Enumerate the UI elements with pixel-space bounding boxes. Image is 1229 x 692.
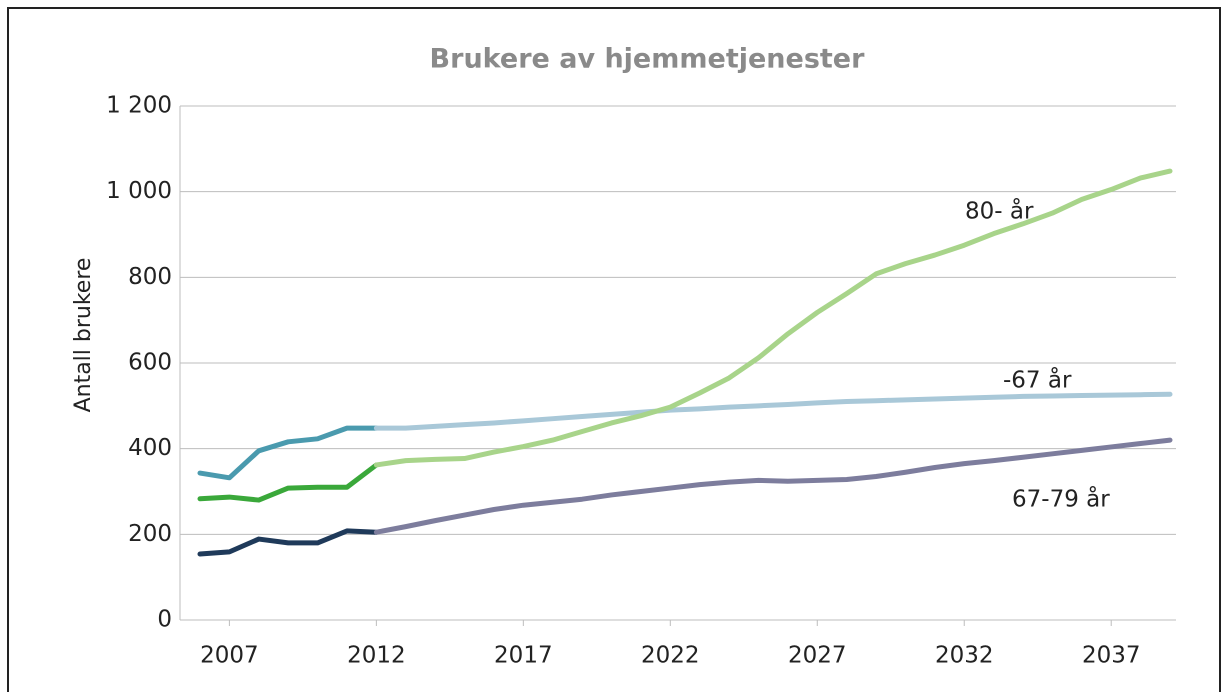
series-line bbox=[373, 168, 1173, 468]
x-tick-label: 2037 bbox=[1082, 643, 1141, 669]
y-tick-label: 1 200 bbox=[106, 93, 172, 119]
series-line bbox=[197, 462, 379, 503]
y-tick-label: 0 bbox=[157, 607, 172, 633]
series-label: 67-79 år bbox=[1012, 485, 1110, 513]
series-label: -67 år bbox=[1003, 366, 1072, 394]
series-line bbox=[373, 391, 1173, 431]
y-tick-label: 1 000 bbox=[106, 178, 172, 204]
x-tick-label: 2017 bbox=[494, 643, 553, 669]
series-line bbox=[373, 437, 1173, 535]
y-axis-label: Antall brukere bbox=[71, 258, 96, 413]
series-line bbox=[197, 425, 379, 481]
x-tick-label: 2012 bbox=[347, 643, 406, 669]
x-tick-label: 2027 bbox=[788, 643, 847, 669]
chart-title: Brukere av hjemmetjenester bbox=[430, 44, 866, 75]
x-tick-label: 2007 bbox=[200, 643, 259, 669]
x-tick-label: 2022 bbox=[641, 643, 700, 669]
y-tick-label: 200 bbox=[128, 521, 172, 547]
frame bbox=[7, 7, 1221, 692]
y-tick-label: 400 bbox=[128, 435, 172, 461]
series-label: 80- år bbox=[965, 197, 1034, 225]
y-tick-label: 800 bbox=[128, 264, 172, 290]
series-line bbox=[197, 528, 379, 557]
x-tick-label: 2032 bbox=[935, 643, 994, 669]
y-tick-label: 600 bbox=[128, 350, 172, 376]
